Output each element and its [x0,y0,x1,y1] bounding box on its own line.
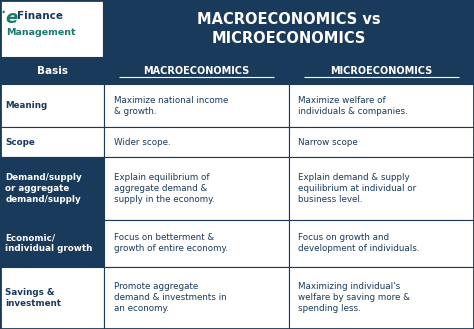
FancyBboxPatch shape [104,84,289,127]
Text: Explain equilibrium of
aggregate demand &
supply in the economy.: Explain equilibrium of aggregate demand … [113,173,214,204]
FancyBboxPatch shape [289,84,474,127]
Text: MACROECONOMICS vs
MICROECONOMICS: MACROECONOMICS vs MICROECONOMICS [197,12,381,46]
Text: MICROECONOMICS: MICROECONOMICS [330,66,433,76]
FancyBboxPatch shape [289,157,474,220]
Text: Basis: Basis [36,66,68,76]
Text: Maximize welfare of
individuals & companies.: Maximize welfare of individuals & compan… [299,95,408,115]
FancyBboxPatch shape [0,157,104,220]
Text: Promote aggregate
demand & investments in
an economy.: Promote aggregate demand & investments i… [113,282,226,314]
Text: Explain demand & supply
equilibrium at individual or
business level.: Explain demand & supply equilibrium at i… [299,173,417,204]
FancyBboxPatch shape [104,127,289,157]
Text: Finance: Finance [17,11,63,21]
FancyBboxPatch shape [0,58,104,84]
FancyBboxPatch shape [104,58,289,84]
Text: Maximizing individual's
welfare by saving more &
spending less.: Maximizing individual's welfare by savin… [299,282,410,314]
Text: Focus on betterment &
growth of entire economy.: Focus on betterment & growth of entire e… [113,233,228,253]
Text: Meaning: Meaning [5,101,47,110]
FancyBboxPatch shape [289,58,474,84]
FancyBboxPatch shape [289,267,474,329]
Text: MACROECONOMICS: MACROECONOMICS [144,66,250,76]
FancyBboxPatch shape [0,220,104,267]
FancyBboxPatch shape [289,127,474,157]
FancyBboxPatch shape [0,127,104,157]
Text: Focus on growth and
development of individuals.: Focus on growth and development of indiv… [299,233,420,253]
Text: Wider scope.: Wider scope. [113,138,170,147]
Text: Economic/
individual growth: Economic/ individual growth [5,233,92,253]
FancyBboxPatch shape [0,84,104,127]
Text: Narrow scope: Narrow scope [299,138,358,147]
Text: Management: Management [6,28,75,38]
Text: e: e [6,9,18,27]
FancyBboxPatch shape [104,0,474,58]
FancyBboxPatch shape [0,0,104,58]
FancyBboxPatch shape [104,267,289,329]
Text: Savings &
investment: Savings & investment [5,288,61,308]
Text: Maximize national income
& growth.: Maximize national income & growth. [113,95,228,115]
FancyBboxPatch shape [289,220,474,267]
Text: Scope: Scope [5,138,35,147]
FancyBboxPatch shape [0,267,104,329]
FancyBboxPatch shape [104,157,289,220]
Text: Demand/supply
or aggregate
demand/supply: Demand/supply or aggregate demand/supply [5,173,82,204]
FancyBboxPatch shape [104,220,289,267]
